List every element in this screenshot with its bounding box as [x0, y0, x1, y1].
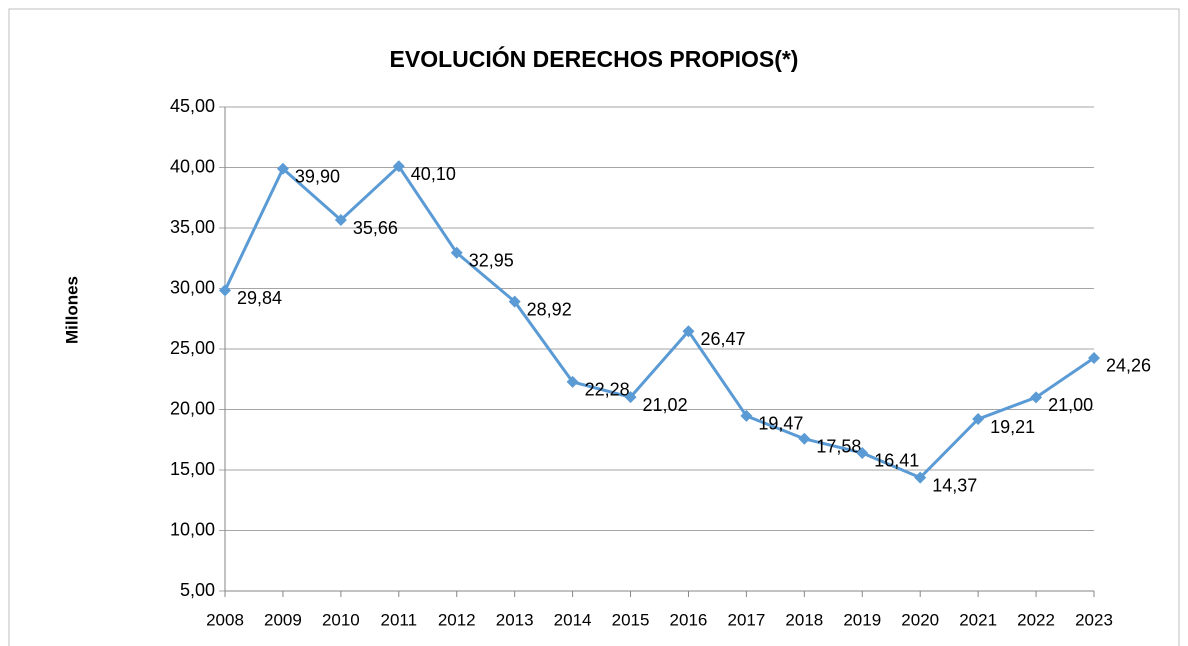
data-label: 32,95	[469, 251, 514, 271]
x-tick-label: 2010	[322, 610, 360, 629]
marker	[740, 409, 753, 422]
data-label: 40,10	[411, 164, 456, 184]
x-tick-label: 2019	[843, 610, 881, 629]
data-label: 22,28	[585, 380, 630, 400]
marker	[682, 325, 695, 338]
x-tick-label: 2022	[1017, 610, 1055, 629]
x-tick-label: 2021	[959, 610, 997, 629]
chart-frame	[8, 8, 1180, 646]
x-tick-label: 2008	[206, 610, 244, 629]
y-tick-label: 40,00	[170, 156, 215, 176]
marker	[566, 375, 579, 388]
x-tick-label: 2016	[670, 610, 708, 629]
y-tick-label: 5,00	[180, 580, 215, 600]
marker	[1030, 391, 1043, 404]
y-tick-label: 10,00	[170, 519, 215, 539]
marker	[798, 432, 811, 445]
data-label: 21,00	[1048, 395, 1093, 415]
data-label: 19,21	[990, 417, 1035, 437]
x-tick-label: 2013	[496, 610, 534, 629]
y-tick-label: 15,00	[170, 459, 215, 479]
data-label: 21,02	[643, 395, 688, 415]
y-axis-title: Millones	[62, 276, 81, 344]
chart-title: EVOLUCIÓN DERECHOS PROPIOS(*)	[390, 45, 799, 72]
data-label: 14,37	[932, 475, 977, 495]
marker	[508, 295, 521, 308]
x-tick-label: 2018	[785, 610, 823, 629]
data-label: 17,58	[816, 437, 861, 457]
y-tick-label: 35,00	[170, 217, 215, 237]
x-tick-label: 2015	[612, 610, 650, 629]
data-label: 16,41	[874, 451, 919, 471]
marker	[392, 160, 405, 173]
x-tick-label: 2011	[381, 610, 418, 629]
data-label: 39,90	[295, 166, 340, 186]
marker	[450, 246, 463, 259]
marker	[856, 446, 869, 459]
marker	[276, 162, 289, 175]
y-tick-label: 20,00	[170, 398, 215, 418]
y-tick-label: 25,00	[170, 338, 215, 358]
marker	[972, 413, 985, 426]
marker	[1088, 351, 1100, 364]
marker	[219, 284, 231, 297]
x-tick-label: 2012	[438, 610, 476, 629]
y-tick-label: 30,00	[170, 277, 215, 297]
x-tick-label: 2020	[901, 610, 939, 629]
data-label: 28,92	[527, 299, 572, 319]
data-label: 26,47	[700, 329, 745, 349]
marker	[914, 471, 927, 484]
x-tick-label: 2014	[554, 610, 592, 629]
data-label: 35,66	[353, 218, 398, 238]
x-tick-label: 2023	[1075, 610, 1113, 629]
line	[223, 163, 1095, 480]
data-label: 24,26	[1106, 356, 1151, 376]
data-label: 19,47	[758, 414, 803, 434]
marker	[624, 391, 637, 404]
x-tick-label: 2009	[264, 610, 302, 629]
x-tick-label: 2017	[727, 610, 765, 629]
data-label: 29,84	[237, 288, 282, 308]
y-tick-label: 45,00	[170, 96, 215, 116]
marker	[334, 214, 347, 227]
